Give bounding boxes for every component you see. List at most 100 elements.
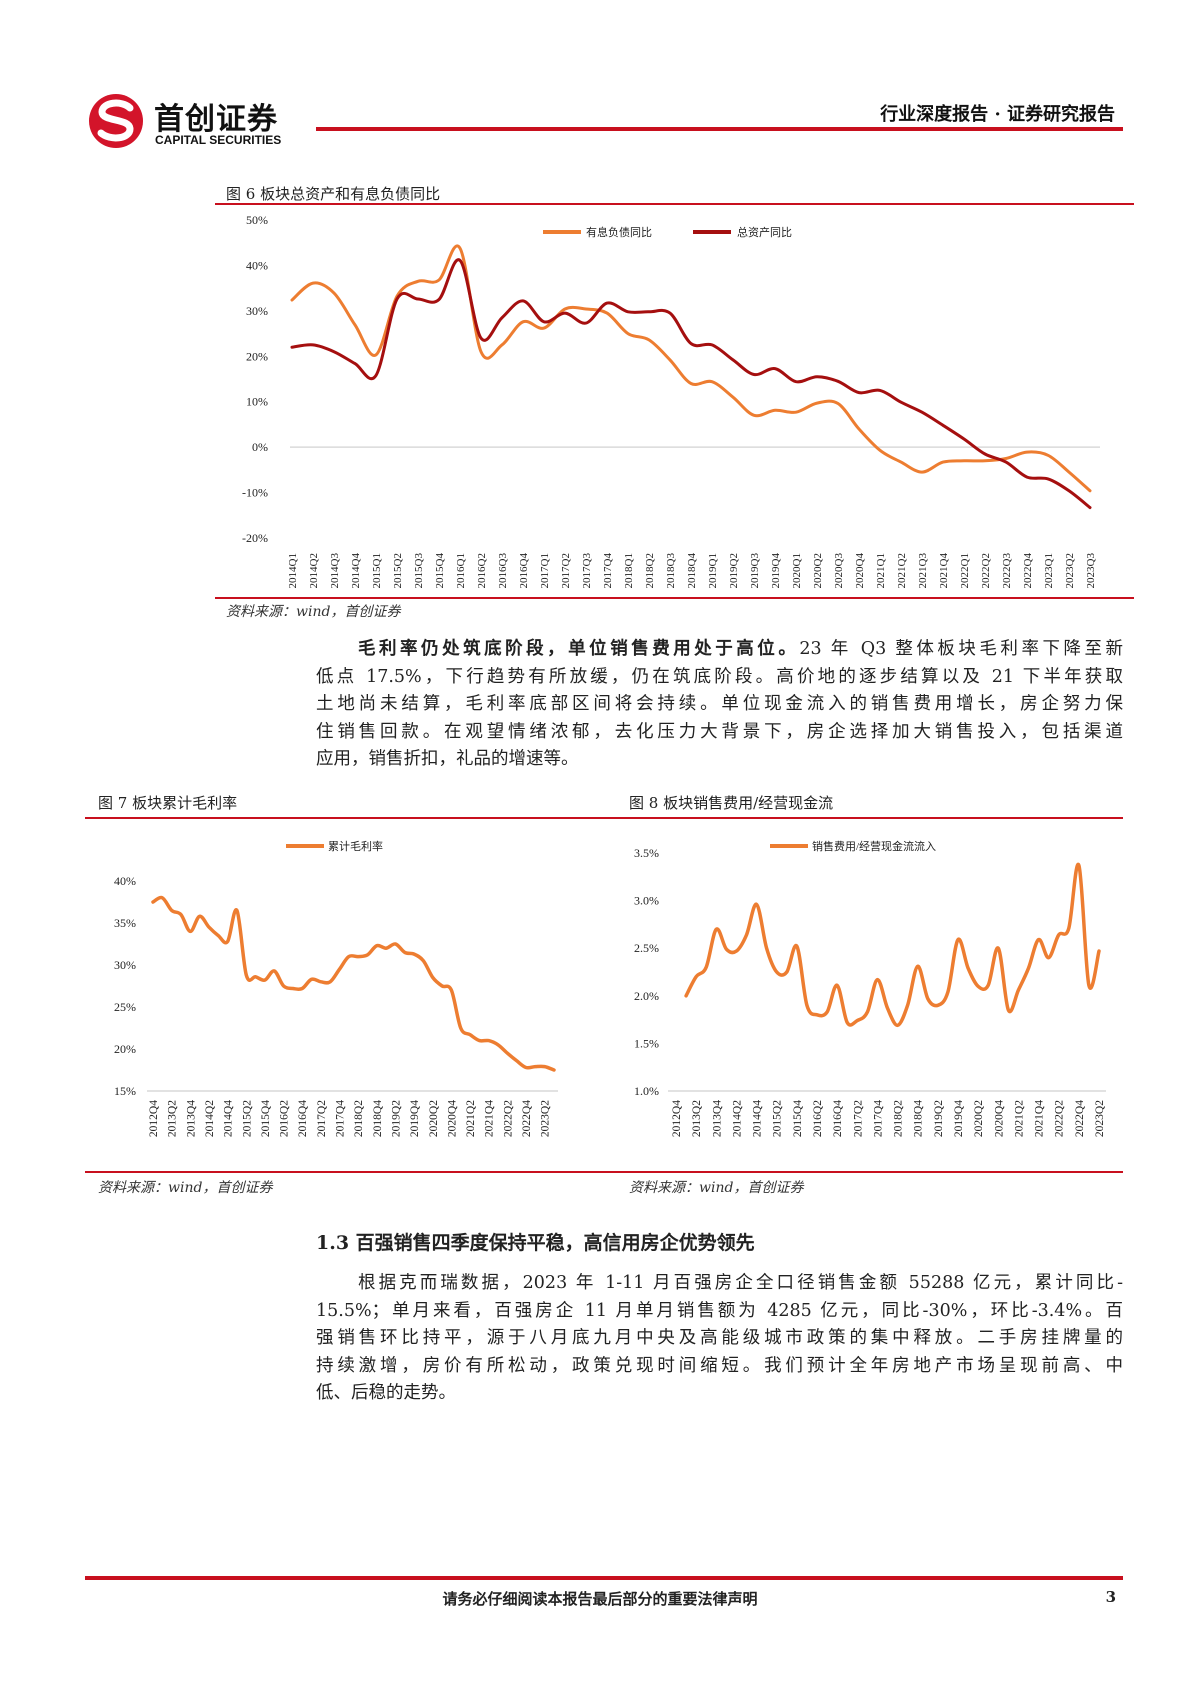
x-tick-label: 2013Q4 xyxy=(711,1100,723,1137)
logo-chinese-name: 首创证券 xyxy=(154,102,278,137)
x-tick-label: 2013Q4 xyxy=(185,1100,197,1137)
x-tick-label: 2017Q1 xyxy=(539,553,551,588)
x-tick-label: 2018Q2 xyxy=(353,1100,365,1137)
logo-english-name: CAPITAL SECURITIES xyxy=(155,133,282,147)
x-tick-label: 2023Q2 xyxy=(540,1100,552,1137)
x-tick-label: 2017Q2 xyxy=(852,1100,864,1137)
x-tick-label: 2020Q3 xyxy=(833,553,845,589)
x-tick-label: 2023Q2 xyxy=(1064,553,1076,588)
paragraph-line: 住销售回款。在观望情绪浓郁，去化压力大背景下，房企选择加大销售投入，包括渠道 xyxy=(316,721,1123,742)
x-tick-label: 2020Q1 xyxy=(791,553,803,588)
x-tick-label: 2022Q2 xyxy=(502,1100,514,1137)
x-tick-label: 2017Q4 xyxy=(335,1100,347,1137)
x-tick-label: 2018Q4 xyxy=(372,1100,384,1137)
x-tick-label: 2013Q2 xyxy=(691,1100,703,1137)
paragraph-line: 强销售环比持平，源于八月底九月中央及高能级城市政策的集中释放。二手房挂牌量的 xyxy=(316,1328,1123,1348)
x-tick-label: 2020Q2 xyxy=(428,1100,440,1137)
y-tick-label: 35% xyxy=(114,916,136,930)
y-tick-label: 15% xyxy=(114,1084,136,1098)
x-tick-label: 2012Q4 xyxy=(671,1100,683,1137)
x-tick-label: 2018Q1 xyxy=(623,553,635,588)
x-tick-label: 2015Q3 xyxy=(413,553,425,589)
paragraph-line: 低、后稳的走势。 xyxy=(316,1383,456,1403)
series-line-2 xyxy=(290,258,1092,510)
paragraph-line: 15.5%；单月来看，百强房企 11 月单月销售额为 4285 亿元，同比-30… xyxy=(316,1300,1123,1321)
x-tick-label: 2022Q2 xyxy=(980,553,992,588)
x-tick-label: 2015Q1 xyxy=(371,553,383,588)
y-tick-label: 25% xyxy=(114,1000,136,1014)
x-tick-label: 2016Q2 xyxy=(476,553,488,588)
x-tick-label: 2021Q3 xyxy=(917,553,929,589)
figure6-source: 资料来源：wind，首创证券 xyxy=(226,604,401,620)
paragraph-line: 应用，销售折扣，礼品的增速等。 xyxy=(316,749,579,769)
series-line-1 xyxy=(290,244,1092,493)
footer-disclaimer: 请务必仔细阅读本报告最后部分的重要法律声明 xyxy=(442,1590,758,1608)
x-tick-label: 2022Q4 xyxy=(1074,1100,1086,1137)
y-tick-label: 1.5% xyxy=(634,1036,659,1050)
x-tick-label: 2022Q3 xyxy=(1001,553,1013,589)
x-tick-label: 2016Q2 xyxy=(812,1100,824,1137)
x-tick-label: 2015Q4 xyxy=(434,553,446,589)
x-tick-label: 2018Q2 xyxy=(644,553,656,588)
x-tick-label: 2018Q4 xyxy=(913,1100,925,1137)
x-tick-label: 2016Q1 xyxy=(455,553,467,588)
paragraph-line: 根据克而瑞数据，2023 年 1-11 月百强房企全口径销售金额 55288 亿… xyxy=(358,1273,1123,1293)
chart-2: 40% 35% 30% 25% 20% 15% 2012Q4 2013Q2 2013Q4 2014… xyxy=(114,839,558,1137)
x-tick-label: 2013Q2 xyxy=(167,1100,179,1137)
y-tick-label: 10% xyxy=(246,395,268,409)
x-tick-label: 2017Q2 xyxy=(560,553,572,588)
x-tick-label: 2014Q2 xyxy=(731,1100,743,1137)
x-tick-label: 2018Q4 xyxy=(686,553,698,589)
paragraph-top100-sales: 根据克而瑞数据，2023 年 1-11 月百强房企全口径销售金额 55288 亿… xyxy=(316,1270,1123,1408)
x-tick-label: 2022Q4 xyxy=(521,1100,533,1137)
footer-divider xyxy=(85,1576,1123,1580)
paragraph-gross-margin: 毛利率仍处筑底阶段，单位销售费用处于高位。23 年 Q3 整体板块毛利率下降至新… xyxy=(316,636,1123,774)
chart-3: 3.5% 3.0% 2.5% 2.0% 1.5% 1.0% 2012Q4 2013Q2 2013… xyxy=(634,839,1106,1137)
paragraph-line: 持续激增，房价有所松动，政策兑现时间缩短。我们预计全年房地产市场呈现前高、中 xyxy=(316,1355,1123,1376)
y-tick-label: 20% xyxy=(246,349,268,363)
x-tick-label: 2014Q4 xyxy=(223,1100,235,1137)
x-tick-label: 2018Q2 xyxy=(893,1100,905,1137)
chart-1: 50% 40% 30% 20% 10% 0% -10% -20% 2014Q1 2014Q2 201… xyxy=(242,213,1100,588)
x-tick-label: 2021Q4 xyxy=(1034,1100,1046,1137)
y-tick-label: 50% xyxy=(246,213,268,227)
x-tick-label: 2015Q4 xyxy=(792,1100,804,1137)
x-tick-label: 2018Q3 xyxy=(665,553,677,589)
series-line-1 xyxy=(151,895,556,1072)
x-tick-label: 2019Q4 xyxy=(953,1100,965,1137)
series-line-1 xyxy=(684,862,1101,1028)
x-tick-label: 2021Q1 xyxy=(875,553,887,588)
y-tick-label: 3.5% xyxy=(634,846,659,860)
x-tick-label: 2022Q1 xyxy=(959,553,971,588)
x-tick-label: 2022Q4 xyxy=(1022,553,1034,589)
company-logo: 首创证券 CAPITAL SECURITIES xyxy=(86,92,318,150)
y-tick-label: 40% xyxy=(114,874,136,888)
x-tick-label: 2019Q1 xyxy=(707,553,719,588)
x-tick-label: 2016Q4 xyxy=(297,1100,309,1137)
figure8-title: 图 8 板块销售费用/经营现金流 xyxy=(629,794,834,812)
x-tick-label: 2022Q2 xyxy=(1054,1100,1066,1137)
x-tick-label: 2014Q3 xyxy=(329,553,341,589)
x-tick-label: 2017Q2 xyxy=(316,1100,328,1137)
y-tick-label: -10% xyxy=(242,486,268,500)
paragraph-line: 土地尚未结算，毛利率底部区间将会持续。单位现金流入的销售费用增长，房企努力保 xyxy=(316,694,1123,714)
x-tick-label: 2019Q4 xyxy=(409,1100,421,1137)
x-tick-label: 2021Q2 xyxy=(1013,1100,1025,1137)
x-tick-label: 2015Q4 xyxy=(260,1100,272,1137)
x-tick-label: 2015Q2 xyxy=(241,1100,253,1137)
figure7-8-bottom-rule xyxy=(85,1171,1123,1173)
legend-label: 有息负债同比 xyxy=(586,225,652,239)
y-tick-label: 1.0% xyxy=(634,1084,659,1098)
header-divider xyxy=(316,127,1123,131)
x-tick-label: 2019Q2 xyxy=(390,1100,402,1137)
x-tick-label: 2015Q2 xyxy=(392,553,404,588)
x-tick-label: 2019Q2 xyxy=(728,553,740,588)
x-tick-label: 2014Q2 xyxy=(308,553,320,588)
x-tick-label: 2019Q4 xyxy=(770,553,782,589)
figure7-8-top-rule xyxy=(85,817,1123,819)
x-tick-label: 2019Q2 xyxy=(933,1100,945,1137)
x-tick-label: 2017Q3 xyxy=(581,553,593,589)
x-tick-label: 2023Q3 xyxy=(1085,553,1097,589)
figure8-source: 资料来源：wind，首创证券 xyxy=(629,1180,804,1196)
